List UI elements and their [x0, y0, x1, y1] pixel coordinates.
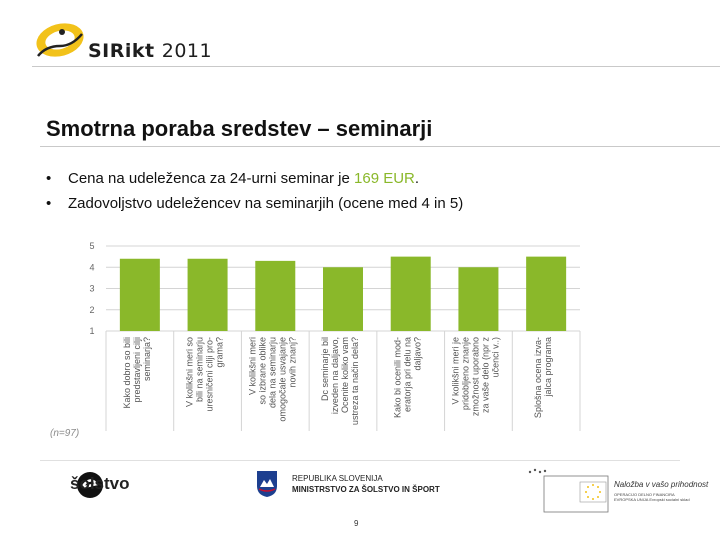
bullet-price-highlight: 169 EUR — [354, 170, 415, 187]
bar — [187, 258, 228, 331]
bar — [458, 267, 499, 331]
category-label: V kolikšni meri so izbrane oblike dela na … — [247, 337, 297, 422]
category-label-line: bili na seminarju — [195, 337, 205, 402]
y-tick-label: 4 — [89, 262, 94, 272]
eu-funding-logo-icon — [528, 468, 609, 513]
bullet-list: • Cena na udeleženca za 24-urni seminar … — [46, 166, 706, 216]
solstvo-logo-icon — [77, 472, 103, 498]
bar — [255, 260, 296, 331]
y-tick-label: 3 — [89, 284, 94, 294]
bullet-text-after: . — [414, 170, 420, 187]
solstvo-wordmark: šolstvo — [70, 474, 130, 493]
bar — [323, 267, 363, 331]
category-label-line: ustreza ta način dela? — [350, 337, 360, 425]
sirikt-emblem-icon — [36, 23, 84, 57]
bullet-symbol: • — [46, 170, 52, 187]
category-label-line: Ocenite koliko vam — [340, 337, 350, 413]
category-label-line: seminarja? — [142, 337, 152, 381]
bar — [390, 256, 431, 331]
category-label: Kako bi ocenili mod-eratorja pri delu na… — [393, 337, 423, 418]
category-label-line: zmožnost uporabno — [470, 337, 480, 416]
category-label-line: Kako dobro so bili — [122, 337, 132, 409]
category-label-line: dela na seminarju — [267, 337, 277, 408]
category-label-line: uresničeni cilji pro- — [205, 337, 215, 412]
category-label-line: za vaše delo (npr z — [480, 337, 490, 414]
sample-size-label: (n=97) — [50, 428, 80, 439]
eu-subtitle: OPERACIJO DELNO FINANCIRA EVROPSKA UNIJA… — [614, 492, 690, 502]
footer-divider — [40, 460, 680, 461]
sirikt-logo — [32, 16, 212, 68]
logo-year: 2011 — [161, 40, 213, 62]
bullet-item: • Zadovoljstvo udeležencev na seminarjih… — [46, 191, 706, 216]
logo-wordmark: SIRikt 2011 — [88, 40, 212, 62]
category-label-line: omogočale usvajanje — [277, 337, 287, 422]
category-label-line: novih znanj? — [287, 337, 297, 388]
category-label-line: izveden na daljavo, — [330, 337, 340, 414]
title-divider — [40, 146, 720, 147]
header-divider — [32, 66, 720, 67]
category-label: V kolikšni meri so bili na seminarju uresn… — [185, 337, 225, 412]
category-label-line: V kolikšni meri so — [185, 337, 195, 407]
category-label-line: predstavljeni cilji — [132, 337, 142, 403]
category-label: Splošna ocena izva-jalca programa — [533, 337, 553, 418]
bullet-text: Zadovoljstvo udeležencev na seminarjih (… — [68, 195, 464, 212]
republic-line: REPUBLIKA SLOVENIJA — [292, 474, 383, 483]
category-label-line: grama? — [215, 337, 225, 368]
page-number: 9 — [354, 519, 359, 528]
category-label-line: daljavo? — [413, 337, 423, 371]
category-label-line: eratorja pri delu na — [403, 337, 413, 412]
y-tick-label: 1 — [89, 326, 94, 336]
eu-tagline: Naložba v vašo prihodnost — [614, 480, 709, 489]
category-label-line: so izbrane oblike — [257, 337, 267, 405]
bullet-symbol: • — [46, 195, 52, 212]
category-label-line: V kolikšni meri — [247, 337, 257, 395]
category-label-line: V kolikšni meri je — [450, 337, 460, 405]
category-label-line: Kako bi ocenili mod- — [393, 337, 403, 418]
satisfaction-bar-chart: 5 4 3 2 1 Kako dobro so bili predstavljeni cil… — [89, 241, 581, 431]
bar — [526, 256, 567, 331]
bullet-text: Cena na udeleženca za 24-urni seminar je… — [68, 166, 419, 191]
y-tick-label: 2 — [89, 305, 94, 315]
category-label-line: pridobljeno znanje — [460, 337, 470, 410]
category-label: V kolikšni meri je pridobljeno znanje zmož… — [450, 337, 500, 417]
category-label-line: jalca programa — [543, 337, 553, 398]
ministry-line: MINISTRSTVO ZA ŠOLSTVO IN ŠPORT — [292, 485, 440, 494]
category-label-line: učenci v..) — [490, 337, 500, 377]
bullet-text-before: Cena na udeleženca za 24-urni seminar je — [68, 170, 355, 187]
category-label-line: Dc seminarje bil — [320, 337, 330, 401]
slovenia-crest-icon — [257, 471, 277, 497]
ministry-label: REPUBLIKA SLOVENIJA MINISTRSTVO ZA ŠOLST… — [292, 473, 440, 495]
bar — [119, 258, 160, 331]
category-label-line: Splošna ocena izva- — [533, 337, 543, 418]
logo-brand: SIRikt — [88, 40, 155, 62]
y-tick-label: 5 — [89, 241, 94, 251]
category-label: Dc seminarje bil izveden na daljavo, Oceni… — [320, 337, 360, 425]
category-label: Kako dobro so bili predstavljeni cilji sem… — [122, 337, 152, 409]
bullet-item: • Cena na udeleženca za 24-urni seminar … — [46, 166, 706, 191]
slide-title: Smotrna poraba sredstev – seminarji — [46, 116, 433, 141]
